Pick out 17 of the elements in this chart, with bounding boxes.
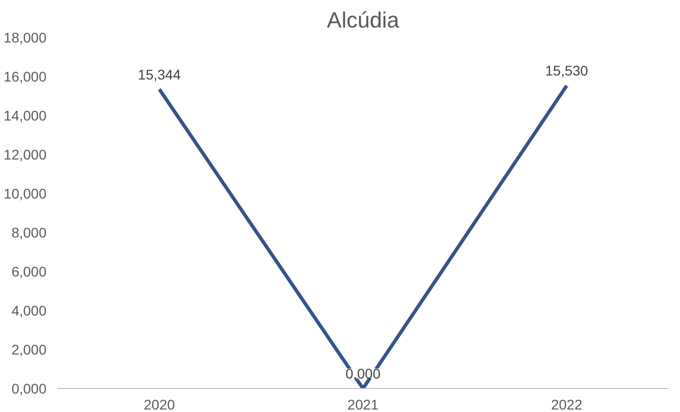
y-tick-label: 10,000 — [4, 186, 47, 202]
y-tick-label: 8,000 — [11, 224, 47, 240]
x-tick-label: 2022 — [551, 396, 582, 412]
y-tick-label: 16,000 — [4, 68, 47, 84]
chart-title: Alcúdia — [326, 8, 400, 32]
y-tick-label: 18,000 — [4, 30, 47, 46]
y-tick-label: 14,000 — [4, 108, 47, 124]
y-tick-label: 6,000 — [11, 264, 47, 280]
data-label: 0,000 — [345, 366, 381, 382]
y-tick-label: 2,000 — [11, 342, 47, 358]
y-tick-label: 0,000 — [11, 380, 47, 396]
x-tick-label: 2020 — [144, 396, 176, 412]
y-tick-label: 12,000 — [4, 146, 47, 162]
data-label: 15,344 — [138, 66, 181, 82]
x-tick-label: 2021 — [347, 396, 379, 412]
data-label: 15,530 — [545, 62, 588, 79]
y-tick-label: 4,000 — [11, 302, 47, 318]
